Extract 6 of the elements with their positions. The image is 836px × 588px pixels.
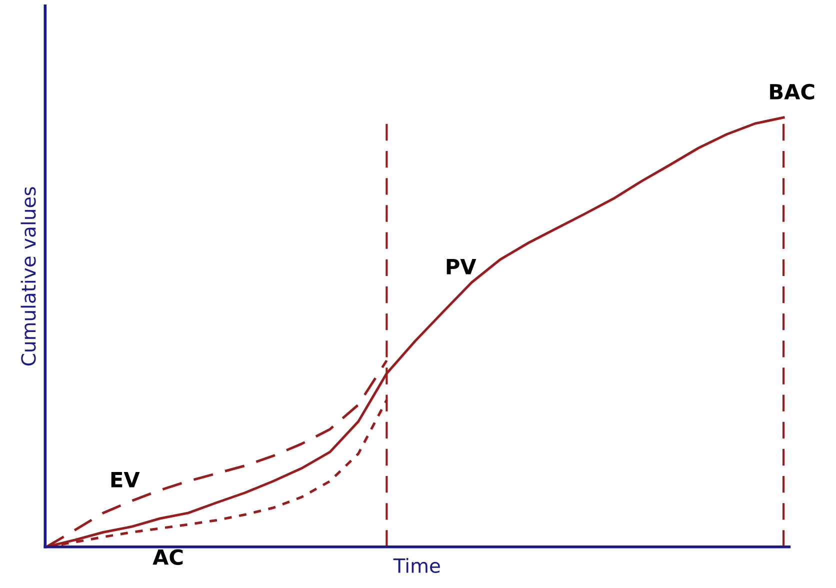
series-label: PV [446,259,476,274]
series-label: EV [111,472,140,488]
y-axis-title: Cumulative values [20,187,36,366]
series-label: AC [152,549,183,565]
text: BAC [770,84,814,100]
x-axis-title: Time [393,558,440,573]
